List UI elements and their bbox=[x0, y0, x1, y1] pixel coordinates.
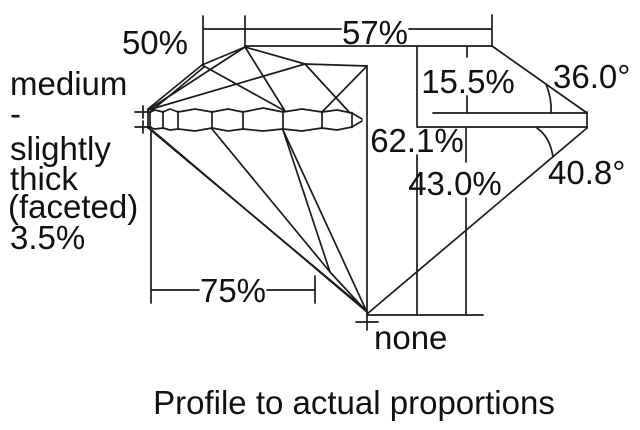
girdle-band bbox=[147, 107, 363, 132]
crown-slope bbox=[491, 45, 588, 114]
total-depth-label: 62.1% bbox=[370, 122, 464, 159]
crown-facet-line bbox=[244, 46, 286, 112]
crown-wireframe bbox=[147, 46, 368, 315]
diagram-caption: Profile to actual proportions bbox=[153, 384, 555, 421]
star-length-label: 50% bbox=[122, 24, 188, 61]
crown-facet-line bbox=[304, 63, 351, 114]
pavilion-facet-line bbox=[282, 129, 331, 273]
crown-facet-line bbox=[244, 46, 306, 65]
girdle-description: medium - slightly thick (faceted) 3.5% bbox=[8, 65, 138, 256]
lower-girdle-label: 75% bbox=[200, 272, 266, 309]
pavilion-facet-line bbox=[211, 128, 331, 273]
pavilion-angle-arc bbox=[536, 127, 554, 158]
pavilion-facet-line bbox=[282, 129, 367, 311]
crown-facet-line bbox=[149, 66, 205, 113]
crown-facet-line bbox=[147, 63, 306, 111]
crown-facet-line bbox=[321, 65, 368, 113]
pavilion-facet-line bbox=[329, 271, 368, 313]
crown-height-label: 15.5% bbox=[421, 63, 515, 100]
girdle-text-line2: - bbox=[10, 95, 21, 132]
crown-facet-line bbox=[147, 64, 203, 110]
pavilion-angle-label: 40.8° bbox=[548, 154, 625, 191]
pavilion-facet-line bbox=[151, 129, 368, 313]
girdle-text-line4: thick bbox=[10, 160, 78, 197]
labels: 50% 57% 15.5% 36.0° 62.1% 43.0% 40.8° 75… bbox=[8, 14, 630, 421]
girdle-text-line1: medium bbox=[10, 65, 127, 102]
crown-facet-line bbox=[201, 64, 286, 112]
pavilion-wireframe bbox=[146, 126, 368, 313]
crown-angle-arc bbox=[545, 83, 552, 114]
diamond-outline bbox=[244, 45, 588, 315]
culet-cross bbox=[355, 313, 379, 331]
pavilion-slope bbox=[366, 127, 588, 315]
table-label: 57% bbox=[342, 14, 408, 51]
pavilion-depth-label: 43.0% bbox=[408, 165, 502, 202]
crown-facet-line bbox=[147, 46, 246, 111]
culet-label: none bbox=[374, 319, 447, 356]
girdle-text-line6: 3.5% bbox=[10, 219, 85, 256]
girdle-text-line3: slightly bbox=[10, 130, 111, 167]
crown-facet-line bbox=[201, 46, 246, 66]
girdle-bottom-line bbox=[147, 120, 363, 132]
crown-facet-line bbox=[304, 63, 368, 67]
girdle-text-line5: (faceted) bbox=[8, 188, 138, 225]
dimension-lines bbox=[134, 14, 493, 331]
girdle-top-line bbox=[147, 107, 363, 120]
crown-angle-label: 36.0° bbox=[553, 58, 630, 95]
girdle-divisions bbox=[149, 110, 353, 130]
